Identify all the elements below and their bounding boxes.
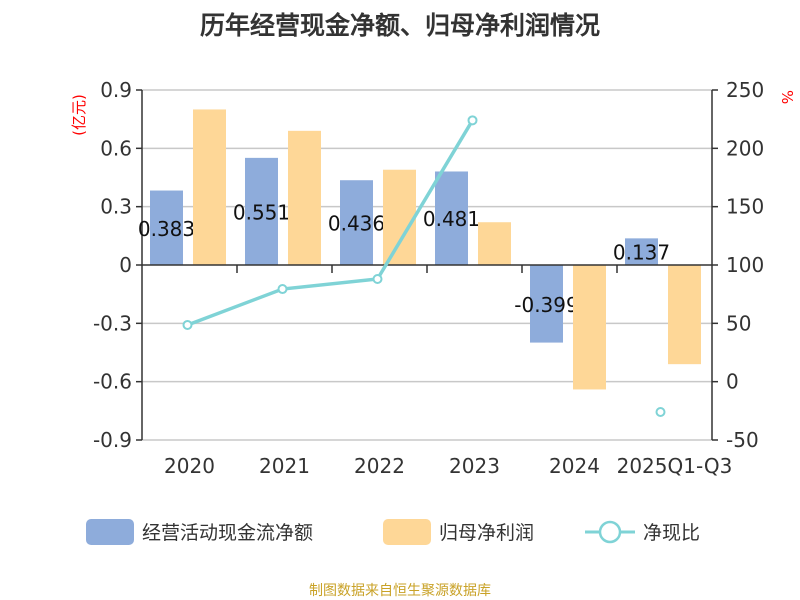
bar-profit [383, 169, 416, 265]
x-tick-label: 2024 [549, 454, 600, 478]
bar-cash [530, 265, 563, 343]
ratio-point [182, 319, 193, 330]
bar-profit [288, 130, 321, 265]
data-label-cash: 0.481 [423, 207, 480, 231]
bar-cash [625, 238, 658, 265]
ratio-line [186, 119, 475, 327]
data-label-cash: 0.436 [328, 212, 385, 236]
bar-cash [340, 180, 373, 265]
bar-cash [150, 190, 183, 265]
x-tick-label: 2020 [164, 454, 215, 478]
legend-label-ratio: 净现比 [643, 522, 701, 544]
data-label-cash: 0.137 [613, 241, 670, 265]
right-tick-label: 250 [726, 78, 764, 102]
left-tick-label: 0.6 [100, 136, 132, 160]
right-tick-label: 100 [726, 253, 764, 277]
x-tick-label: 2023 [449, 454, 500, 478]
left-tick-label: -0.6 [93, 370, 132, 394]
left-axis-label: (亿元) [70, 94, 88, 136]
left-tick-label: 0 [119, 253, 132, 277]
bar-cash [435, 171, 468, 265]
legend-swatch-ratio [585, 520, 635, 543]
legend-cash[interactable]: 经营活动现金流净额 [86, 518, 313, 545]
right-tick-label: 150 [726, 195, 764, 219]
legend-ratio[interactable]: 净现比 [585, 518, 700, 545]
bar-cash [245, 157, 278, 265]
ratio-point [655, 407, 666, 417]
left-tick-label: -0.3 [93, 311, 132, 335]
ratio-point [277, 284, 288, 295]
right-tick-label: 0 [726, 370, 739, 394]
chart-title: 历年经营现金净额、归母净利润情况 [199, 11, 600, 40]
bar-profit [478, 222, 511, 265]
data-label-cash: 0.383 [138, 217, 195, 241]
legend-profit[interactable]: 归母净利润 [383, 518, 534, 545]
legend-swatch-cash [86, 518, 134, 545]
left-tick-label: -0.9 [93, 428, 132, 452]
legend-label-cash: 经营活动现金流净额 [142, 522, 314, 544]
left-tick-label: 0.3 [100, 195, 132, 219]
source-note: 制图数据来自恒生聚源数据库 [309, 583, 491, 599]
data-label-cash: -0.399 [514, 293, 578, 317]
legend-swatch-profit [383, 518, 431, 545]
ratio-point [467, 115, 478, 126]
ratio-point [372, 274, 383, 284]
data-label-cash: 0.551 [233, 200, 290, 224]
right-tick-label: -50 [726, 428, 759, 452]
x-tick-label: 2021 [259, 454, 310, 478]
left-tick-label: 0.9 [100, 78, 132, 102]
bar-profit [573, 265, 606, 390]
bar-profit [668, 265, 701, 365]
bar-profit [193, 109, 226, 265]
x-tick-label: 2022 [354, 454, 405, 478]
right-axis-label: % [778, 90, 796, 104]
legend-label-profit: 归母净利润 [439, 522, 535, 544]
right-tick-label: 200 [726, 136, 764, 160]
x-tick-label: 2025Q1-Q3 [617, 454, 733, 478]
right-tick-label: 50 [726, 311, 751, 335]
